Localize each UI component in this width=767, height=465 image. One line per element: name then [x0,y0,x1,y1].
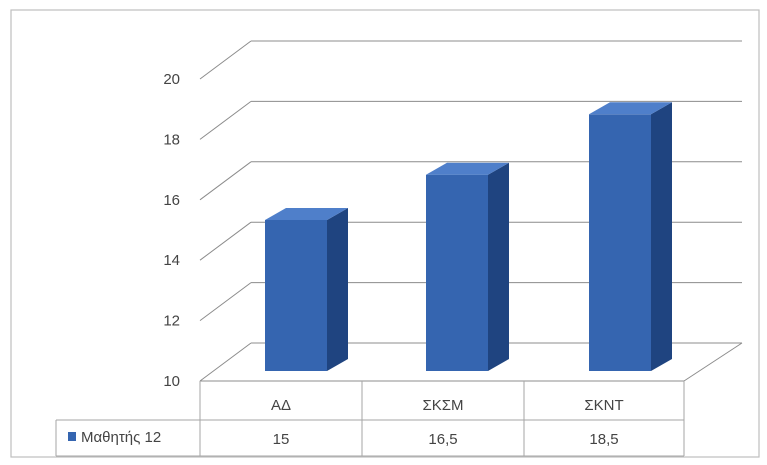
bar-side-face [327,208,348,371]
bar [265,208,348,371]
bar-front-face [265,220,327,371]
y-tick-label: 10 [163,373,180,390]
data-label: 18,5 [589,431,618,448]
bar-top-face [426,162,509,175]
bar-top-face [589,102,672,115]
side-wall-line [199,282,252,322]
bar [589,102,672,372]
side-wall-line [199,100,252,140]
legend-series-name: Μαθητής 12 [81,429,161,446]
x-category-label: ΣΚΣΜ [422,397,463,414]
chart-frame [10,9,760,458]
bar-front-face [589,114,651,372]
data-label: 16,5 [428,431,457,448]
bar-top-face [265,208,348,220]
y-tick-label: 14 [163,252,180,269]
y-tick-label: 16 [163,192,180,209]
y-tick-label: 18 [163,131,180,148]
bar-side-face [651,102,672,372]
data-table: ΑΔ ΣΚΣΜ ΣΚΝΤ 15 16,5 18,5 Μαθητής 12 [55,381,685,457]
side-wall-line [199,342,252,382]
y-tick-label: 20 [163,71,180,88]
legend-key [68,432,76,441]
bar-front-face [426,174,488,371]
side-wall-line [199,161,252,201]
side-wall-line [199,221,252,261]
floor-right-edge [683,342,743,382]
side-wall-line [199,40,252,80]
x-category-label: ΣΚΝΤ [584,397,623,414]
data-label: 15 [273,431,290,448]
x-category-label: ΑΔ [271,397,291,414]
y-axis-tick-labels: 10 12 14 16 18 20 [163,71,180,390]
bar [426,162,509,371]
y-tick-label: 12 [163,313,180,330]
bars [265,102,672,372]
bar-side-face [488,162,509,371]
